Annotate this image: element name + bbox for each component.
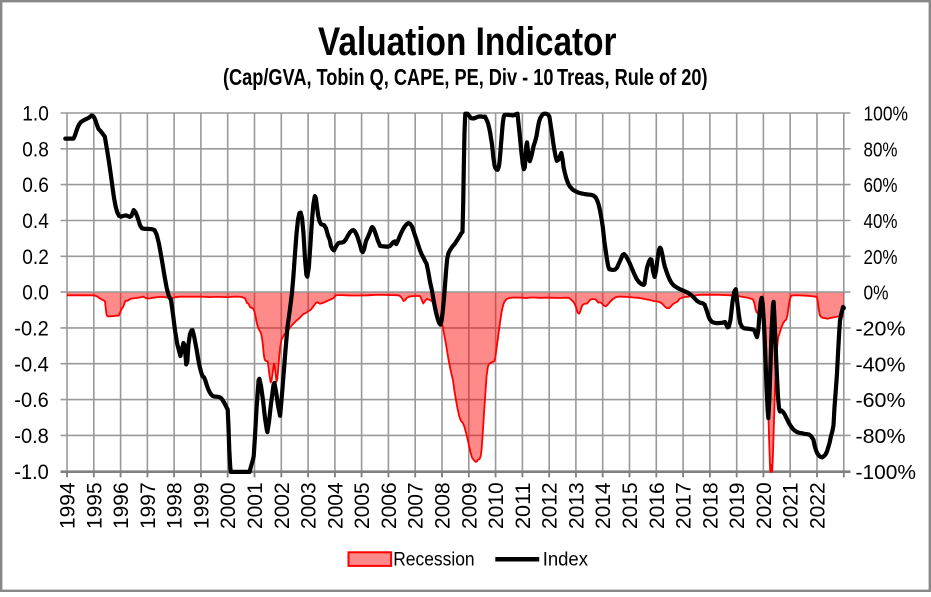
svg-text:1999: 1999 — [190, 482, 213, 529]
svg-text:2022: 2022 — [807, 482, 830, 529]
svg-text:-0.2: -0.2 — [14, 318, 49, 341]
svg-text:2019: 2019 — [726, 482, 749, 529]
svg-text:2011: 2011 — [512, 482, 535, 529]
svg-text:1998: 1998 — [164, 482, 187, 529]
svg-text:1995: 1995 — [83, 482, 106, 529]
svg-text:-0.8: -0.8 — [14, 425, 49, 448]
svg-text:2014: 2014 — [592, 482, 615, 529]
svg-text:2020: 2020 — [753, 482, 776, 529]
svg-text:Index: Index — [543, 550, 589, 571]
svg-text:-1.0: -1.0 — [14, 461, 49, 484]
svg-text:-0.6: -0.6 — [14, 389, 49, 412]
svg-text:0.2: 0.2 — [22, 246, 49, 269]
svg-text:0%: 0% — [864, 283, 889, 305]
svg-text:2009: 2009 — [458, 482, 481, 529]
svg-text:2006: 2006 — [378, 482, 401, 529]
svg-text:1997: 1997 — [137, 482, 160, 529]
svg-text:2018: 2018 — [699, 482, 722, 529]
svg-text:-20%: -20% — [856, 319, 906, 341]
svg-text:2008: 2008 — [432, 482, 455, 529]
svg-text:2002: 2002 — [271, 482, 294, 529]
svg-text:0.0: 0.0 — [22, 282, 49, 305]
svg-text:(Cap/GVA, Tobin Q, CAPE, PE, D: (Cap/GVA, Tobin Q, CAPE, PE, Div - 10 Tr… — [223, 64, 708, 90]
svg-text:2017: 2017 — [673, 482, 696, 529]
svg-text:100%: 100% — [864, 104, 909, 126]
svg-text:60%: 60% — [864, 175, 898, 197]
svg-text:2010: 2010 — [485, 482, 508, 529]
svg-text:-40%: -40% — [856, 354, 906, 376]
svg-text:0.4: 0.4 — [22, 210, 49, 233]
svg-text:2015: 2015 — [619, 482, 642, 529]
svg-text:Valuation Indicator: Valuation Indicator — [318, 20, 617, 64]
svg-text:40%: 40% — [864, 211, 898, 233]
svg-text:1994: 1994 — [57, 482, 80, 529]
svg-text:2016: 2016 — [646, 482, 669, 529]
svg-text:0.8: 0.8 — [22, 138, 49, 161]
svg-text:2003: 2003 — [298, 482, 321, 529]
svg-text:2005: 2005 — [351, 482, 374, 529]
svg-text:2021: 2021 — [780, 482, 803, 529]
svg-text:2000: 2000 — [217, 482, 240, 529]
svg-text:1996: 1996 — [110, 482, 133, 529]
svg-text:-0.4: -0.4 — [14, 353, 49, 376]
svg-text:2013: 2013 — [565, 482, 588, 529]
svg-text:-80%: -80% — [856, 426, 906, 448]
svg-text:80%: 80% — [864, 139, 898, 161]
svg-text:-60%: -60% — [856, 390, 906, 412]
svg-text:20%: 20% — [864, 247, 898, 269]
svg-text:-100%: -100% — [856, 462, 917, 484]
svg-text:2007: 2007 — [405, 482, 428, 529]
svg-text:Recession: Recession — [393, 550, 474, 571]
svg-text:2004: 2004 — [324, 482, 347, 529]
svg-text:2001: 2001 — [244, 482, 267, 529]
svg-text:0.6: 0.6 — [22, 174, 49, 197]
svg-text:2012: 2012 — [539, 482, 562, 529]
svg-text:1.0: 1.0 — [22, 103, 49, 126]
